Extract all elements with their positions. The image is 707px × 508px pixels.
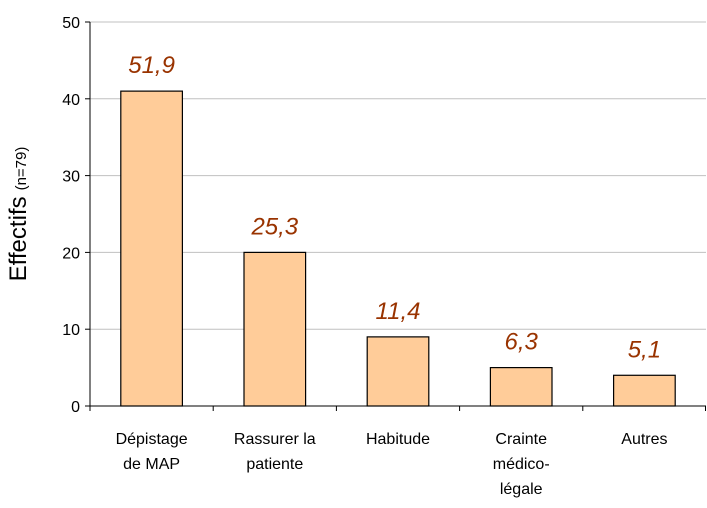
bar-annotation: 11,4: [376, 298, 421, 325]
bar-annotation: 5,1: [628, 336, 661, 363]
bar: [612, 374, 676, 407]
x-tick-label: Autres: [621, 431, 667, 448]
y-axis-label-main: Effectifs: [5, 196, 32, 281]
bar: [489, 367, 553, 407]
x-tick-label-line: de MAP: [123, 456, 180, 473]
x-tick-label: Habitude: [366, 431, 430, 448]
x-tick-label-line: Rassurer la: [234, 431, 316, 448]
y-tick-label: 10: [62, 322, 80, 339]
y-tick-label: 40: [62, 92, 80, 109]
bar: [243, 251, 307, 407]
bar-annotation: 25,3: [250, 213, 298, 240]
bar-annotation: 51,9: [128, 52, 175, 79]
x-tick-label-line: Habitude: [366, 431, 430, 448]
x-tick-label: Rassurer la patiente: [234, 431, 316, 473]
bar: [366, 336, 430, 407]
x-tick-label: Crainte médico-légale: [493, 431, 550, 498]
bar: [120, 90, 184, 407]
y-axis-label-note: (n=79): [13, 147, 30, 191]
y-tick-label: 50: [62, 15, 80, 32]
x-tick-label-line: légale: [500, 481, 543, 498]
x-tick-label-line: médico-: [493, 456, 550, 473]
x-tick-label-line: Autres: [621, 431, 667, 448]
y-axis-label: Effectifs (n=79): [5, 147, 32, 282]
x-tick-label-line: Crainte: [495, 431, 547, 448]
y-tick-label: 20: [62, 245, 80, 262]
x-tick-label: Dépistage de MAP: [116, 431, 188, 473]
x-tick-label-line: Dépistage: [116, 431, 188, 448]
y-tick-label: 0: [71, 399, 80, 416]
x-tick-label-line: patiente: [246, 456, 303, 473]
bar-annotation: 6,3: [505, 329, 539, 356]
y-tick-label: 30: [62, 169, 80, 186]
